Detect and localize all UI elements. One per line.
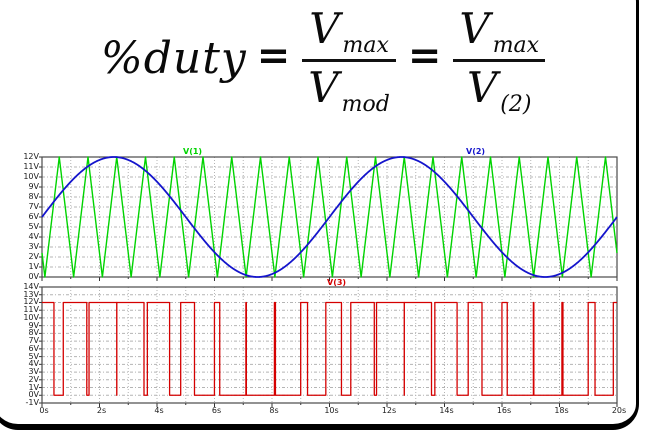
- analog-waveform-plot: [39, 156, 618, 281]
- x-axis-label: 14s: [439, 406, 454, 415]
- y-axis-label-top: 2V: [28, 252, 39, 261]
- x-axis-label: 16s: [496, 406, 512, 415]
- vmod-subscript: mod: [341, 91, 390, 117]
- y-axis-label-top: 12V: [23, 152, 39, 161]
- y-axis-label-top: 11V: [23, 162, 39, 171]
- y-axis-label-bottom: 4V: [28, 359, 39, 369]
- y-axis-label-top: 1V: [28, 262, 39, 271]
- y-axis-label-bottom: 9V: [28, 320, 39, 330]
- vmax-numerator: V: [459, 3, 490, 53]
- vmax-numerator: V: [309, 3, 340, 53]
- trace-label-v3: V(3): [327, 278, 347, 287]
- x-axis-label: 10s: [324, 406, 339, 415]
- pwm-output-plot: [39, 286, 618, 407]
- y-axis-label-bottom: 11V: [23, 305, 39, 315]
- y-axis-label-top: 4V: [28, 232, 39, 241]
- equals-sign: =: [256, 31, 291, 79]
- y-axis-label-bottom: 7V: [28, 336, 39, 346]
- vmax-subscript: max: [342, 32, 389, 58]
- x-axis-label: 12s: [381, 406, 397, 415]
- y-axis-label-bottom: 5V: [28, 351, 39, 361]
- fraction-vmax-v2: V max V (2): [453, 3, 546, 115]
- y-axis-label-bottom: -1V: [25, 398, 39, 407]
- y-axis-label-bottom: 0V: [28, 390, 39, 400]
- x-axis-label: 20s: [611, 406, 627, 415]
- y-axis-label-top: 10V: [23, 172, 39, 181]
- trace-label-v1: V(1): [183, 147, 203, 156]
- y-axis-label-top: 7V: [28, 202, 39, 211]
- y-axis-label-bottom: 12V: [23, 297, 39, 307]
- formula-lhs: %duty: [100, 32, 247, 84]
- fraction-vmax-vmod: V max V mod: [302, 3, 396, 115]
- y-axis-label-bottom: 8V: [28, 328, 39, 338]
- y-axis-label-bottom: 1V: [28, 382, 39, 392]
- y-axis-label-bottom: 14V: [23, 282, 39, 291]
- y-axis-label-bottom: 13V: [23, 289, 39, 299]
- triangle-trace-V(1): [41, 156, 618, 278]
- fraction-bar: [302, 58, 396, 62]
- x-axis-label: 4s: [154, 406, 164, 415]
- plot-frame: [41, 286, 618, 404]
- y-axis-label-top: 6V: [28, 212, 39, 221]
- x-axis-label: 8s: [269, 406, 279, 415]
- pwm-trace-V(3): [42, 301, 617, 396]
- v2-denominator: V: [466, 62, 498, 112]
- vmod-denominator: V: [308, 62, 339, 112]
- equals-sign: =: [407, 31, 442, 79]
- x-axis-label: 0s: [39, 406, 49, 415]
- duty-cycle-formula: %duty = V max V mod = V max V (2): [0, 2, 648, 115]
- sine-trace-V(2): [41, 156, 618, 278]
- vmax-subscript: max: [492, 32, 540, 58]
- y-axis-label-bottom: 6V: [28, 343, 39, 353]
- fraction-bar: [453, 58, 546, 62]
- x-axis-label: 18s: [554, 406, 569, 415]
- y-axis-label-bottom: 2V: [28, 374, 39, 384]
- y-axis-label-bottom: 3V: [28, 367, 39, 377]
- x-axis-label: 6s: [211, 406, 222, 415]
- y-axis-label-top: 3V: [28, 242, 39, 251]
- y-axis-label-bottom: 10V: [23, 312, 39, 322]
- x-axis-label: 2s: [96, 406, 107, 415]
- v2-subscript: (2): [500, 91, 532, 117]
- y-axis-label-top: 0V: [28, 272, 39, 281]
- y-axis-label-top: 8V: [28, 192, 39, 201]
- trace-label-v2: V(2): [466, 147, 486, 156]
- y-axis-label-top: 5V: [28, 222, 39, 231]
- y-axis-label-top: 9V: [28, 182, 39, 191]
